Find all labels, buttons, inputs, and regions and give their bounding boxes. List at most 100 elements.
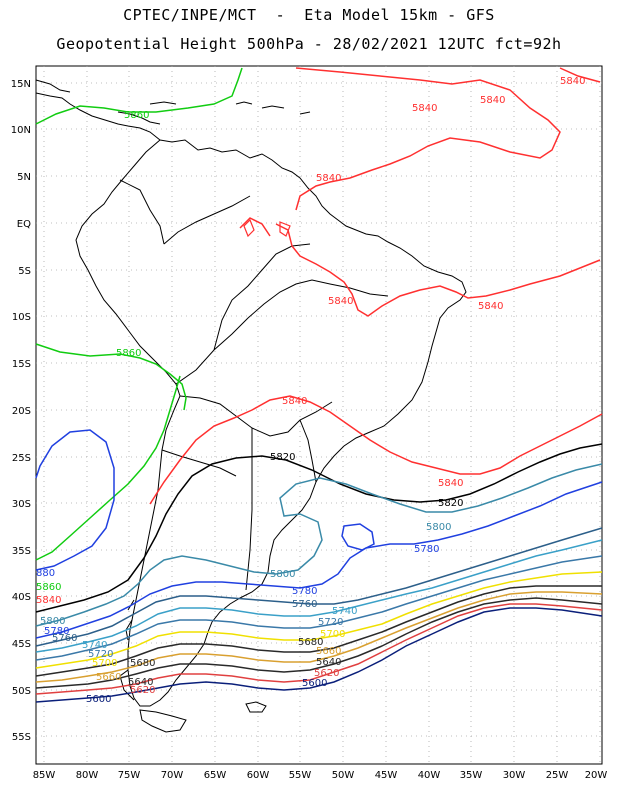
central-america-coast (35, 92, 161, 141)
contour-5760 (35, 527, 603, 647)
contour-5660 (35, 591, 603, 683)
contour-5820 (35, 443, 603, 613)
contour-5800 (35, 463, 603, 627)
contour-label: 5700 (320, 629, 345, 640)
lat-label: 50S (12, 686, 31, 697)
contour-label: 5740 (332, 606, 357, 617)
contour-5740 (35, 539, 603, 653)
contour-5640 (35, 597, 603, 689)
contour-label: 5620 (130, 685, 155, 696)
contour-5840-fragments (243, 218, 291, 238)
contour-label: 5840 (560, 76, 585, 87)
contour-label: 5760 (52, 633, 77, 644)
contour-label: 5680 (298, 637, 323, 648)
contour-5720 (35, 555, 603, 661)
lat-label: 10S (12, 312, 31, 323)
contour-labels: 5840 5840 5840 5840 5840 5840 5840 5840 … (36, 76, 585, 705)
longitude-labels: 85W 80W 75W 70W 65W 60W 55W 50W 45W 40W … (33, 770, 608, 781)
contour-label: 5720 (88, 649, 113, 660)
contour-label: 5840 (480, 95, 505, 106)
contour-label: 5800 (426, 522, 451, 533)
contour-label: 880 (36, 568, 55, 579)
south-america-coast (75, 139, 467, 707)
contour-5840-top-right (559, 67, 601, 83)
contour-label: 5800 (270, 569, 295, 580)
contour-label: 5720 (318, 617, 343, 628)
lat-label: 55S (12, 732, 31, 743)
contour-5860-west (35, 343, 187, 561)
contour-5700 (35, 571, 603, 669)
contour-label: 5780 (414, 544, 439, 555)
contour-label: 5840 (438, 478, 463, 489)
map-frame (35, 65, 603, 765)
lat-label: 35S (12, 546, 31, 557)
contour-label: 5640 (128, 677, 153, 688)
contour-5840-north (295, 67, 561, 211)
lon-label: 80W (76, 770, 99, 781)
contour-label: 5840 (328, 296, 353, 307)
lon-label: 45W (375, 770, 398, 781)
contour-label: 5660 (316, 646, 341, 657)
contour-5780 (35, 429, 603, 639)
caribbean-islands (149, 101, 311, 115)
contour-label: 5820 (438, 498, 463, 509)
contour-5780-loop (341, 523, 375, 551)
contour-label: 5780 (292, 586, 317, 597)
lon-label: 20W (585, 770, 608, 781)
contour-label: 5600 (302, 678, 327, 689)
contour-5620 (35, 603, 603, 695)
lat-label: 5N (17, 172, 31, 183)
contour-label: 5800 (40, 616, 65, 627)
lat-label: 5S (18, 266, 31, 277)
contour-label: 5840 (316, 173, 341, 184)
contour-label: 5620 (314, 668, 339, 679)
contour-5840-amazon (239, 217, 601, 317)
lat-label: 25S (12, 453, 31, 464)
lat-label: 15N (11, 79, 31, 90)
lon-label: 35W (460, 770, 483, 781)
country-borders (119, 179, 389, 591)
contour-label: 5840 (282, 396, 307, 407)
contour-label: 5780 (44, 626, 69, 637)
lon-label: 85W (33, 770, 56, 781)
lon-label: 60W (247, 770, 270, 781)
lat-label: 30S (12, 499, 31, 510)
contour-label: 5860 (36, 582, 61, 593)
lon-label: 70W (161, 770, 184, 781)
contour-label: 5660 (96, 672, 121, 683)
contour-label: 5840 (412, 103, 437, 114)
contour-label: 5700 (92, 658, 117, 669)
contour-label: 5860 (116, 348, 141, 359)
lon-label: 40W (418, 770, 441, 781)
contour-5680 (35, 585, 602, 677)
contour-label: 5600 (86, 694, 111, 705)
latitude-labels: 15N 10N 5N EQ 5S 10S 15S 20S 25S 30S 35S… (11, 79, 31, 743)
contours (35, 67, 603, 703)
lat-label: 15S (12, 359, 31, 370)
lat-label: EQ (17, 219, 31, 230)
contour-label: 5860 (124, 110, 149, 121)
lon-label: 50W (332, 770, 355, 781)
contour-5840-mid (149, 395, 603, 505)
lon-label: 25W (546, 770, 569, 781)
contour-label: 5840 (478, 301, 503, 312)
lat-label: 10N (11, 125, 31, 136)
lon-label: 30W (503, 770, 526, 781)
lon-label: 65W (204, 770, 227, 781)
contour-label: 5640 (316, 657, 341, 668)
lon-label: 55W (289, 770, 312, 781)
contour-label: 5840 (36, 595, 61, 606)
map-title-line2: Geopotential Height 500hPa - 28/02/2021 … (56, 35, 562, 53)
tierra-del-fuego (139, 709, 187, 733)
contour-label: 5680 (130, 658, 155, 669)
contour-5600 (35, 607, 603, 703)
lat-label: 40S (12, 592, 31, 603)
caribbean-coast (35, 79, 161, 125)
lat-label: 45S (12, 639, 31, 650)
contour-label: 5820 (270, 452, 295, 463)
contour-5860-north (35, 67, 243, 125)
map-title-line1: CPTEC/INPE/MCT - Eta Model 15km - GFS (123, 6, 495, 24)
falklands (245, 701, 267, 713)
contour-label: 5760 (292, 599, 317, 610)
coastlines (35, 79, 467, 733)
